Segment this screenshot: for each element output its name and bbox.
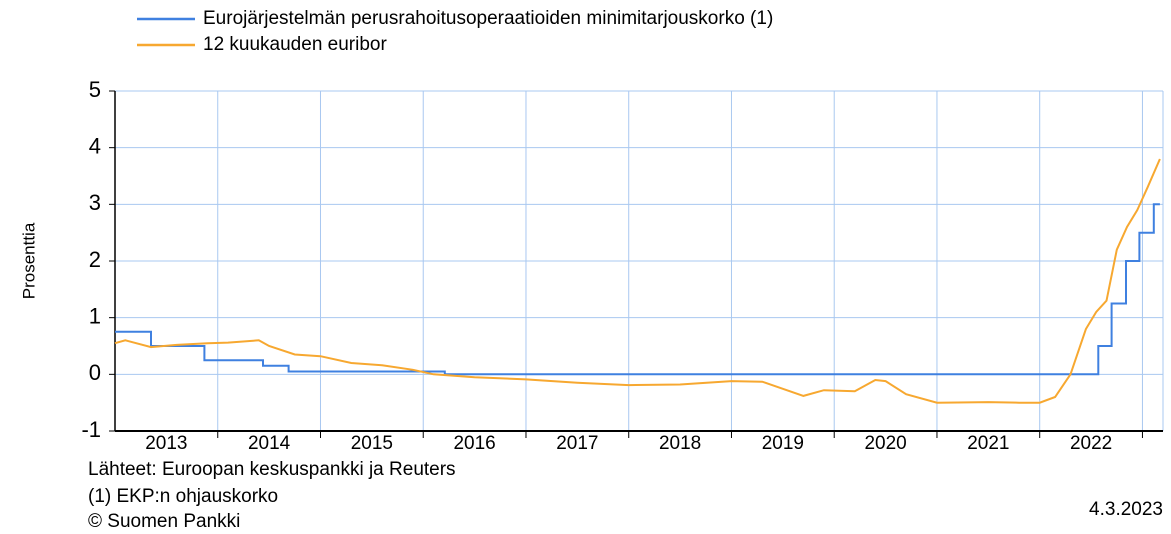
legend-label: 12 kuukauden euribor [203,34,387,55]
y-tick-label: 2 [89,247,101,272]
x-tick-label: 2019 [762,433,804,454]
legend-label: Eurojärjestelmän perusrahoitusoperaatioi… [203,8,773,29]
x-tick-label: 2015 [351,433,393,454]
y-tick-label: 4 [89,133,101,158]
x-tick-label: 2016 [453,433,495,454]
x-tick-label: 2018 [659,433,701,454]
y-tick-label: 3 [89,190,101,215]
x-tick-label: 2013 [145,433,187,454]
date: 4.3.2023 [1089,499,1163,520]
y-tick-label: -1 [81,417,101,442]
y-axis-label: Prosenttia [19,222,38,299]
x-tick-label: 2014 [248,433,291,454]
x-tick-label: 2017 [556,433,598,454]
series-line [114,158,1161,404]
x-tick-label: 2022 [1070,433,1112,454]
source-note: Lähteet: Euroopan keskuspankki ja Reuter… [88,459,456,480]
copyright: © Suomen Pankki [88,511,240,532]
y-tick-label: 0 [89,360,101,385]
series-line [115,203,1160,376]
footnote: (1) EKP:n ohjauskorko [88,486,278,507]
x-tick-label: 2021 [967,433,1009,454]
y-tick-label: 1 [89,303,101,328]
x-tick-label: 2020 [864,433,906,454]
y-tick-label: 5 [89,77,101,102]
